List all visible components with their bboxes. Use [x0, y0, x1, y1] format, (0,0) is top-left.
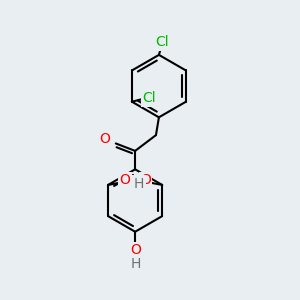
Text: Cl: Cl — [156, 35, 169, 50]
Text: Cl: Cl — [142, 91, 156, 105]
Text: O: O — [99, 132, 110, 146]
Text: H: H — [126, 177, 136, 191]
Text: O: O — [130, 243, 141, 257]
Text: H: H — [134, 177, 144, 191]
Text: H: H — [130, 257, 141, 272]
Text: O: O — [140, 173, 151, 187]
Text: O: O — [119, 173, 130, 187]
